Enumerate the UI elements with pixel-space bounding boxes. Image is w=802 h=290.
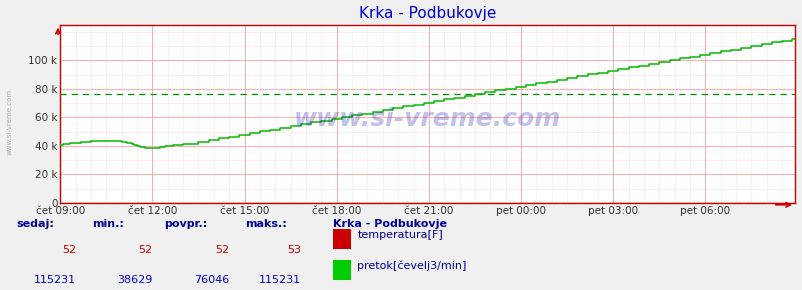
Text: temperatura[F]: temperatura[F]: [357, 230, 443, 240]
Text: maks.:: maks.:: [245, 219, 286, 229]
Text: 115231: 115231: [34, 276, 76, 285]
Text: 52: 52: [62, 245, 76, 255]
Text: 52: 52: [138, 245, 152, 255]
Text: 52: 52: [214, 245, 229, 255]
Text: 38629: 38629: [117, 276, 152, 285]
Text: www.si-vreme.com: www.si-vreme.com: [294, 107, 561, 131]
Text: sedaj:: sedaj:: [16, 219, 54, 229]
Text: www.si-vreme.com: www.si-vreme.com: [6, 89, 13, 155]
Text: Krka - Podbukovje: Krka - Podbukovje: [333, 219, 447, 229]
Text: 76046: 76046: [193, 276, 229, 285]
Text: 115231: 115231: [259, 276, 301, 285]
Text: 53: 53: [287, 245, 301, 255]
Title: Krka - Podbukovje: Krka - Podbukovje: [358, 6, 496, 21]
Bar: [333, 260, 350, 280]
Text: pretok[čevelj3/min]: pretok[čevelj3/min]: [357, 260, 466, 271]
Text: povpr.:: povpr.:: [164, 219, 208, 229]
Bar: [333, 229, 350, 249]
Text: min.:: min.:: [92, 219, 124, 229]
